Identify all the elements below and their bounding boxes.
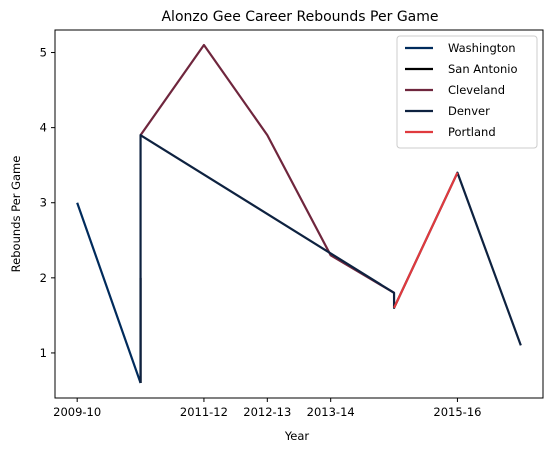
y-tick-label: 4	[40, 121, 47, 135]
x-tick-label: 2013-14	[307, 405, 355, 419]
legend: Washington San Antonio Cleveland Denver Port…	[396, 35, 538, 149]
y-axis: 1 2 3 4 5	[40, 46, 55, 360]
y-tick-label: 5	[40, 46, 47, 60]
legend-label: Portland	[448, 125, 496, 139]
series-line-denver	[139, 134, 522, 383]
legend-box	[396, 35, 538, 149]
series-line-portland	[393, 172, 459, 309]
x-axis-label: Year	[284, 429, 310, 443]
y-tick-label: 1	[40, 346, 47, 360]
series-line-washington	[76, 202, 142, 384]
series-layer	[76, 43, 522, 384]
legend-label: Washington	[448, 41, 516, 55]
legend-label: Denver	[448, 104, 490, 118]
x-axis: 2009-10 2011-12 2012-13 2013-14 2015-16	[53, 398, 481, 419]
legend-label: San Antonio	[448, 62, 518, 76]
x-tick-label: 2015-16	[433, 405, 481, 419]
y-axis-label: Rebounds Per Game	[9, 156, 23, 273]
x-tick-label: 2009-10	[53, 405, 101, 419]
x-tick-label: 2011-12	[180, 405, 228, 419]
chart-title: Alonzo Gee Career Rebounds Per Game	[161, 9, 438, 25]
plot-frame	[54, 29, 544, 399]
y-tick-label: 2	[40, 271, 47, 285]
y-tick-label: 3	[40, 196, 47, 210]
x-tick-label: 2012-13	[243, 405, 291, 419]
legend-label: Cleveland	[448, 83, 505, 97]
